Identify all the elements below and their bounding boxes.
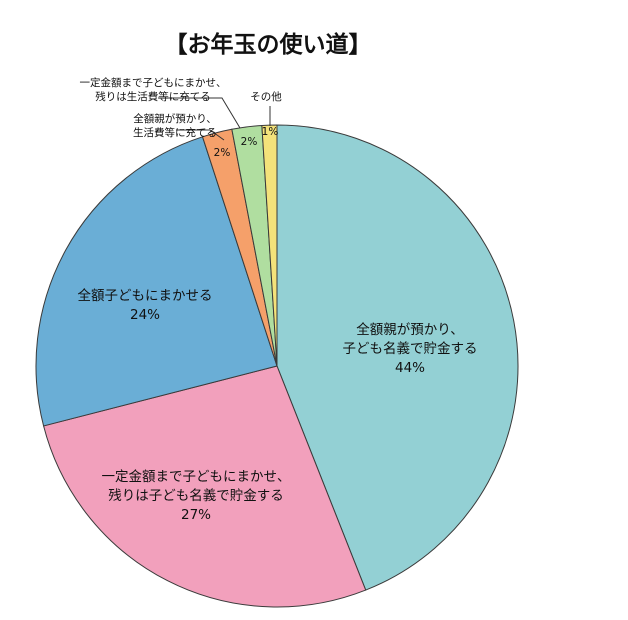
leader-line — [176, 129, 225, 141]
slice-percent: 27% — [181, 507, 211, 523]
slice-percent: 1% — [262, 126, 279, 138]
slice-label: 全額親が預かり、 — [133, 112, 217, 125]
slice-label: 残りは子ども名義で貯金する — [108, 487, 284, 504]
slice-label: 一定金額まで子どもにまかせ、 — [80, 76, 227, 89]
slice-label: 全額親が預かり、 — [356, 321, 463, 338]
chart-title: 【お年玉の使い道】 — [165, 31, 372, 58]
pie-slice — [276, 124, 519, 591]
slice-label: その他 — [250, 90, 282, 103]
slice-label: 一定金額まで子どもにまかせ、 — [102, 469, 291, 485]
slice-percent: 24% — [130, 307, 160, 323]
pie-slice — [261, 124, 278, 367]
slice-percent: 2% — [214, 147, 231, 159]
slice-label: 子ども名義で貯金する — [343, 340, 478, 357]
pie-slice — [42, 365, 367, 608]
slice-percent: 2% — [241, 136, 258, 148]
pie-slice — [35, 136, 278, 427]
slice-label: 生活費等に充てる — [133, 126, 217, 139]
slice-label: 全額子どもにまかせる — [78, 287, 213, 304]
slice-label: 残りは生活費等に充てる — [95, 90, 211, 103]
slice-percent: 44% — [395, 360, 425, 376]
leader-line — [158, 97, 241, 129]
